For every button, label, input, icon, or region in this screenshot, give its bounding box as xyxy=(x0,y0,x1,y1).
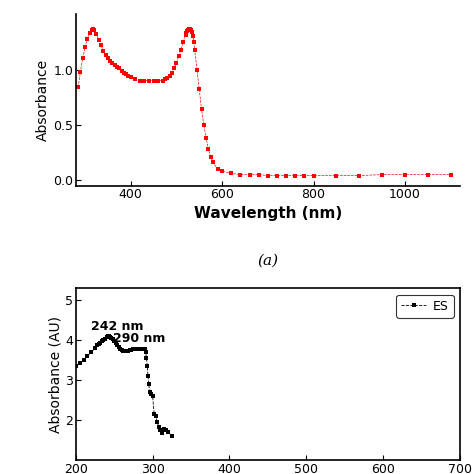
X-axis label: Wavelength (nm): Wavelength (nm) xyxy=(194,206,342,220)
ES xyxy=(105,333,111,339)
ES xyxy=(128,347,134,353)
ES xyxy=(94,343,100,348)
Text: 242 nm: 242 nm xyxy=(91,320,144,333)
ES xyxy=(81,357,86,363)
Text: 290 nm: 290 nm xyxy=(113,332,165,345)
Legend: ES: ES xyxy=(396,295,454,318)
ES xyxy=(99,338,105,344)
ES xyxy=(73,363,79,369)
Text: (a): (a) xyxy=(257,254,278,268)
ES xyxy=(145,363,150,369)
Y-axis label: Absorbance: Absorbance xyxy=(36,59,50,141)
Line: ES: ES xyxy=(73,333,174,438)
ES xyxy=(169,433,174,439)
ES xyxy=(107,334,112,339)
Y-axis label: Absorbance (AU): Absorbance (AU) xyxy=(48,316,62,433)
